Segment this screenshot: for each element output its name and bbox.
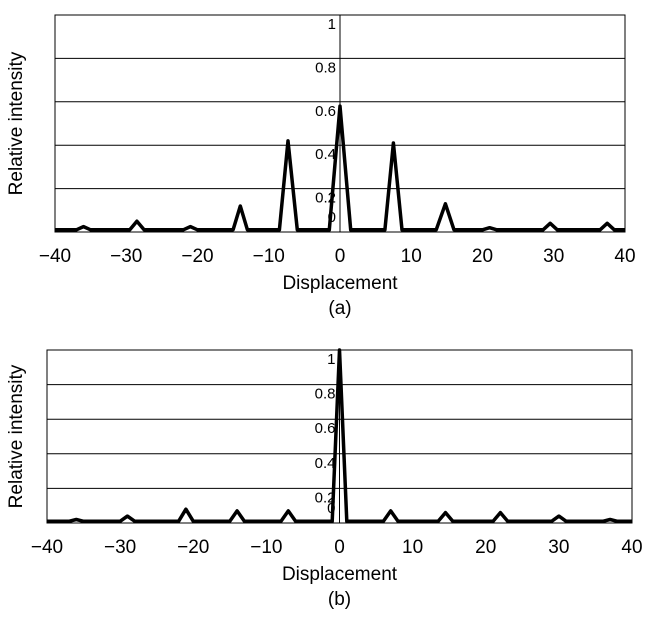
x-tick-label: −40 [39,246,71,267]
y-tick-label: 0.6 [315,103,336,120]
x-tick-label: −10 [253,246,285,267]
y-tick-label: 0.6 [315,420,336,437]
x-axis-label: Displacement [282,273,398,294]
x-tick-label: −30 [104,537,136,558]
y-tick-label: 0.8 [315,59,336,76]
x-tick-label: 30 [543,246,564,267]
intensity-line [47,348,632,524]
y-axis-label: Relative intensity [6,364,27,508]
x-tick-label: 10 [402,537,423,558]
y-tick-label: 1 [328,16,336,33]
y-tick-label: 0.2 [315,489,336,506]
x-tick-label: 20 [472,246,493,267]
x-tick-label: 0 [335,246,346,267]
y-tick-label: 1 [327,351,335,368]
y-tick-label: 0.8 [315,386,336,403]
x-tick-label: 10 [401,246,422,267]
x-tick-label: 0 [334,537,345,558]
x-tick-label: −20 [181,246,213,267]
y-tick-label: 0.4 [315,146,336,163]
x-tick-label: 40 [614,246,635,267]
intensity-line [55,104,625,232]
caption: (b) [328,589,351,610]
x-tick-label: −20 [177,537,209,558]
x-tick-label: −10 [250,537,282,558]
x-tick-label: 30 [548,537,569,558]
x-axis-label: Displacement [282,564,398,585]
x-tick-label: 20 [475,537,496,558]
x-tick-label: −40 [31,537,63,558]
y-tick-label: 0.4 [315,455,336,472]
y-axis-label: Relative intensity [6,51,27,195]
caption: (a) [328,298,351,319]
x-tick-label: 40 [621,537,642,558]
x-tick-label: −30 [110,246,142,267]
